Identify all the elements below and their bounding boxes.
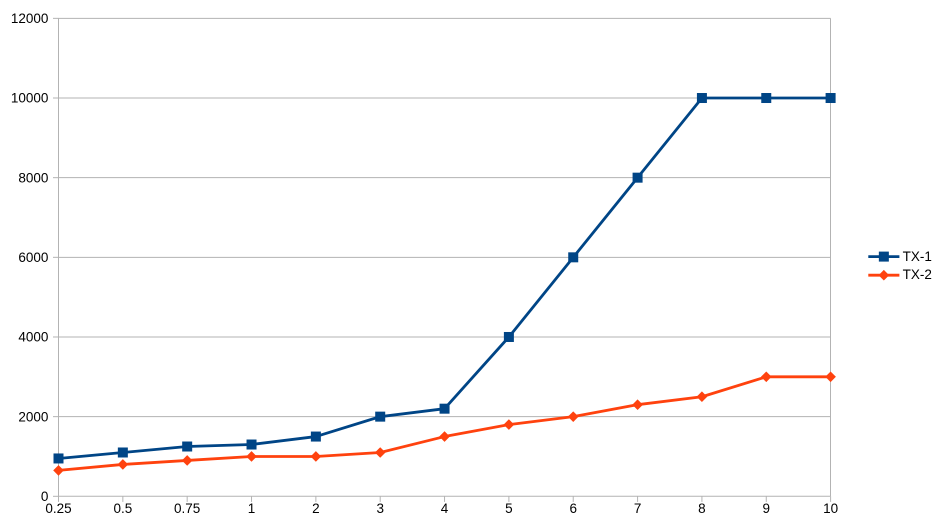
svg-text:3: 3 <box>376 501 384 516</box>
svg-text:2000: 2000 <box>18 409 48 424</box>
svg-text:10: 10 <box>823 501 838 516</box>
svg-text:4000: 4000 <box>18 330 48 345</box>
svg-text:12000: 12000 <box>11 11 49 26</box>
svg-text:0.5: 0.5 <box>113 501 132 516</box>
svg-text:0.75: 0.75 <box>174 501 200 516</box>
svg-text:2: 2 <box>312 501 320 516</box>
svg-text:4: 4 <box>441 501 449 516</box>
svg-text:9: 9 <box>763 501 771 516</box>
svg-text:5: 5 <box>505 501 513 516</box>
svg-text:0.25: 0.25 <box>45 501 71 516</box>
svg-text:6: 6 <box>569 501 577 516</box>
svg-text:0: 0 <box>41 489 49 504</box>
svg-text:1: 1 <box>248 501 256 516</box>
svg-text:8: 8 <box>698 501 706 516</box>
svg-text:6000: 6000 <box>18 250 48 265</box>
svg-text:TX-1: TX-1 <box>903 249 932 264</box>
svg-text:7: 7 <box>634 501 642 516</box>
svg-text:TX-2: TX-2 <box>903 267 932 282</box>
svg-text:10000: 10000 <box>11 91 49 106</box>
svg-text:8000: 8000 <box>18 170 48 185</box>
